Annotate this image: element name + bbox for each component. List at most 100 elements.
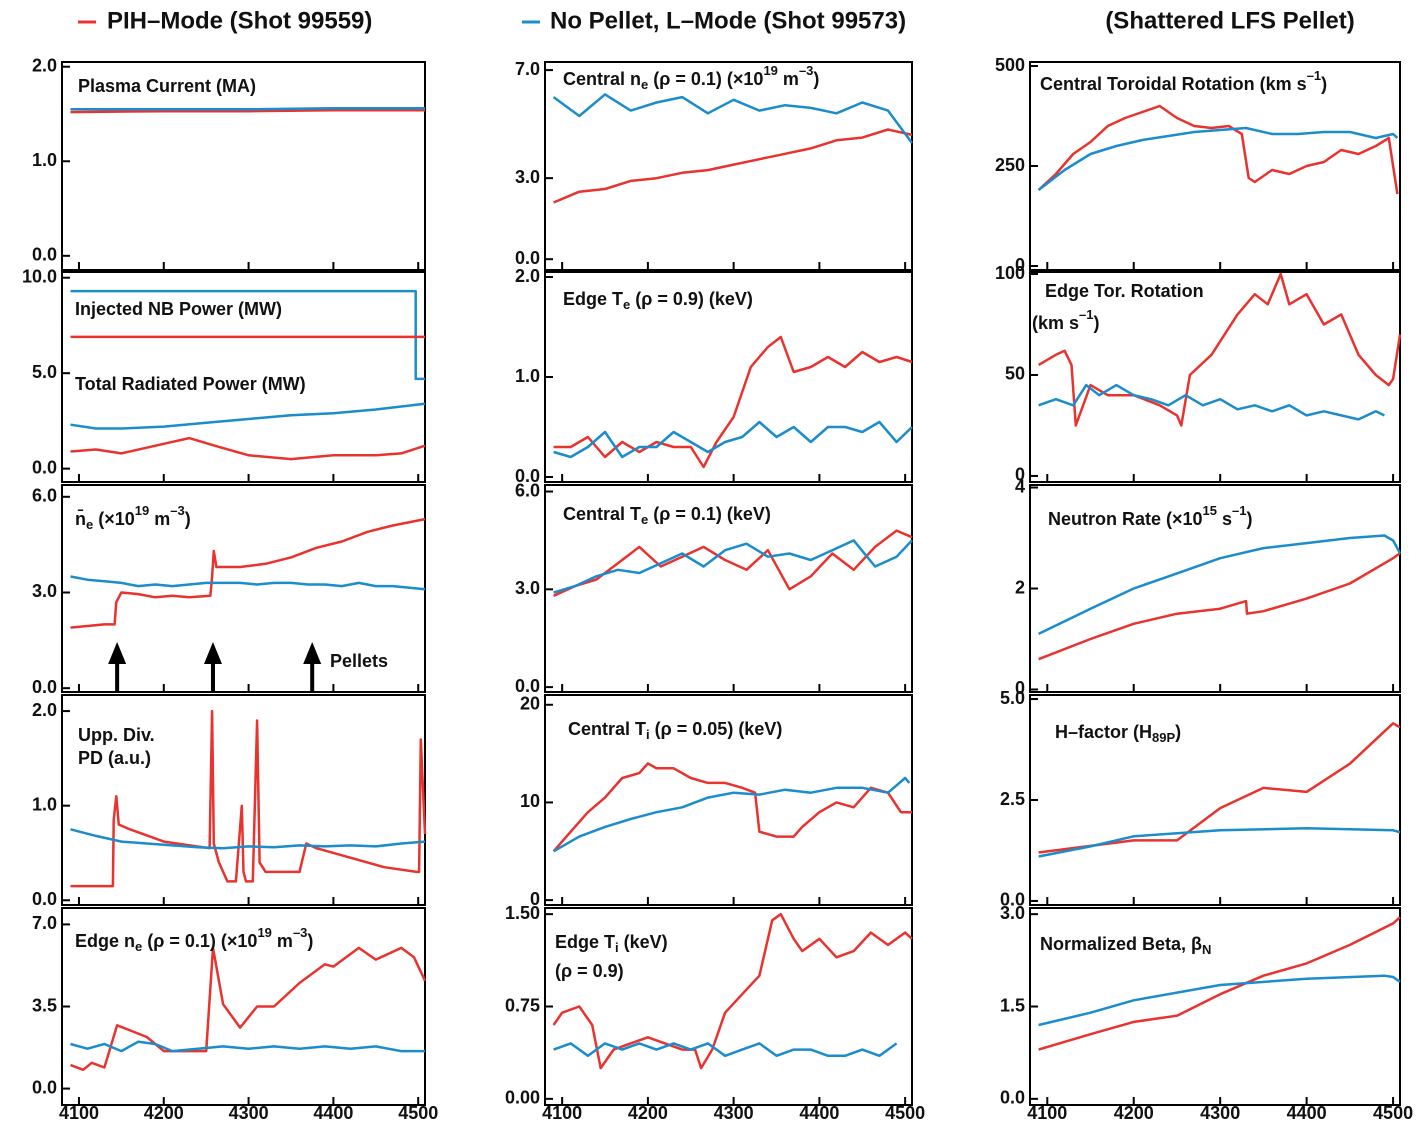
- label-part: ): [185, 509, 191, 529]
- y-tick-label: 50: [1005, 364, 1025, 384]
- y-tick-label: 3.0: [515, 578, 540, 598]
- x-tick-label: 4500: [1373, 1103, 1413, 1123]
- label-part: N: [1202, 942, 1211, 957]
- y-tick-label: 100: [995, 263, 1025, 283]
- pellets-label: Pellets: [330, 651, 388, 671]
- x-tick-label: 4200: [1114, 1103, 1154, 1123]
- x-tick-label: 4500: [398, 1103, 438, 1123]
- y-tick-label: 3.5: [32, 995, 57, 1015]
- label-part: 89P: [1152, 730, 1175, 745]
- label-part: H–factor (H: [1055, 722, 1152, 742]
- note: (Shattered LFS Pellet): [1105, 7, 1354, 34]
- y-tick-label: 2.0: [32, 700, 57, 720]
- y-tick-label: 2: [1015, 577, 1025, 597]
- y-tick-label: 3.0: [1000, 903, 1025, 923]
- pellet-arrow-head: [303, 642, 322, 664]
- y-tick-label: 1.50: [505, 903, 540, 923]
- x-tick-label: 4100: [59, 1103, 99, 1123]
- data-line: [553, 539, 913, 594]
- label-part: ): [1094, 313, 1100, 333]
- panel-label: Edge Tor. Rotation: [1045, 281, 1204, 301]
- x-tick-label: 4200: [144, 1103, 184, 1123]
- panel-label: Plasma Current (MA): [78, 76, 256, 96]
- panel-label: Edge Te (ρ = 0.9) (keV): [563, 289, 753, 313]
- y-tick-label: 1.5: [1000, 995, 1025, 1015]
- y-tick-label: 7.0: [515, 59, 540, 79]
- data-line: [1038, 916, 1401, 1051]
- label-part: ): [1321, 74, 1327, 94]
- panel-label: (ρ = 0.9): [555, 961, 624, 981]
- data-line: [70, 107, 425, 111]
- x-tick-label: 4100: [542, 1103, 582, 1123]
- x-tick-label: 4100: [1027, 1103, 1067, 1123]
- panel-label: (km s–1): [1032, 307, 1100, 332]
- data-line: [552, 912, 913, 1070]
- label-part: ): [1247, 509, 1253, 529]
- label-part: m: [778, 69, 799, 89]
- y-tick-label: 0.0: [32, 677, 57, 697]
- y-tick-label: 7.0: [32, 913, 57, 933]
- data-line: [1038, 974, 1401, 1027]
- panel-frame: [61, 694, 426, 906]
- label-part: (ρ = 0.9): [555, 961, 624, 981]
- data-line: [552, 93, 914, 144]
- panel-label: Upp. Div.: [78, 725, 155, 745]
- data-line: [70, 946, 427, 1072]
- panel-frame: [61, 61, 426, 271]
- panel-label: Edge Ti (keV): [555, 932, 668, 956]
- label-part: (×10: [93, 509, 135, 529]
- label-part: Injected NB Power (MW): [75, 299, 282, 319]
- panel-label: Injected NB Power (MW): [75, 299, 282, 319]
- data-line: [1037, 272, 1402, 427]
- data-line: [70, 709, 427, 888]
- y-tick-label: 0: [1015, 678, 1025, 698]
- data-line: [70, 108, 425, 114]
- data-line: [553, 128, 913, 204]
- label-part: ): [813, 69, 819, 89]
- label-part: i: [646, 727, 650, 742]
- panel-label: Neutron Rate (×1015 s–1): [1048, 503, 1253, 528]
- panel-label: Central ne (ρ = 0.1) (×1019 m–3): [563, 63, 819, 92]
- label-part: Central Toroidal Rotation (km s: [1040, 74, 1307, 94]
- label-part: (keV): [619, 932, 668, 952]
- label-part: Central n: [563, 69, 641, 89]
- data-line: [70, 1040, 425, 1053]
- y-tick-label: 0.0: [515, 676, 540, 696]
- y-tick-label: 6.0: [32, 486, 57, 506]
- data-line: [1038, 534, 1402, 636]
- y-tick-label: 0.0: [515, 466, 540, 486]
- panel-label: PD (a.u.): [78, 748, 151, 768]
- data-line: [1038, 827, 1401, 858]
- y-tick-label: 250: [995, 155, 1025, 175]
- panel-frame: [544, 61, 913, 271]
- data-line: [70, 436, 426, 461]
- label-part: (ρ = 0.1) (keV): [648, 504, 771, 524]
- label-part: ): [1175, 722, 1181, 742]
- data-line: [553, 529, 913, 597]
- x-tick-label: 4300: [229, 1103, 269, 1123]
- data-line: [70, 575, 426, 591]
- panel-label: Central Toroidal Rotation (km s–1): [1040, 68, 1327, 93]
- y-tick-label: 1.0: [32, 794, 57, 814]
- y-tick-label: 20: [520, 694, 540, 714]
- x-tick-label: 4300: [714, 1103, 754, 1123]
- y-tick-label: 3.0: [515, 167, 540, 187]
- label-part: (ρ = 0.1) (×10: [142, 931, 257, 951]
- label-part: 15: [1203, 503, 1217, 518]
- data-line: [1038, 552, 1401, 661]
- label-part: Central T: [568, 719, 646, 739]
- y-tick-label: 0.00: [505, 1088, 540, 1108]
- panel-label: Edge ne (ρ = 0.1) (×1019 m–3): [75, 925, 313, 954]
- y-tick-label: 4: [1015, 476, 1025, 496]
- label-part: i: [615, 940, 619, 955]
- y-tick-label: 0: [1015, 465, 1025, 485]
- y-tick-label: 500: [995, 55, 1025, 75]
- data-line: [1038, 722, 1401, 854]
- label-part: –1: [1232, 503, 1246, 518]
- panel-label: n̄e (×1019 m–3): [75, 503, 191, 532]
- label-part: Plasma Current (MA): [78, 76, 256, 96]
- y-tick-label: 0.0: [32, 1077, 57, 1097]
- label-part: –1: [1079, 307, 1093, 322]
- y-tick-label: 3.0: [32, 581, 57, 601]
- panel-label: Central Te (ρ = 0.1) (keV): [563, 504, 771, 528]
